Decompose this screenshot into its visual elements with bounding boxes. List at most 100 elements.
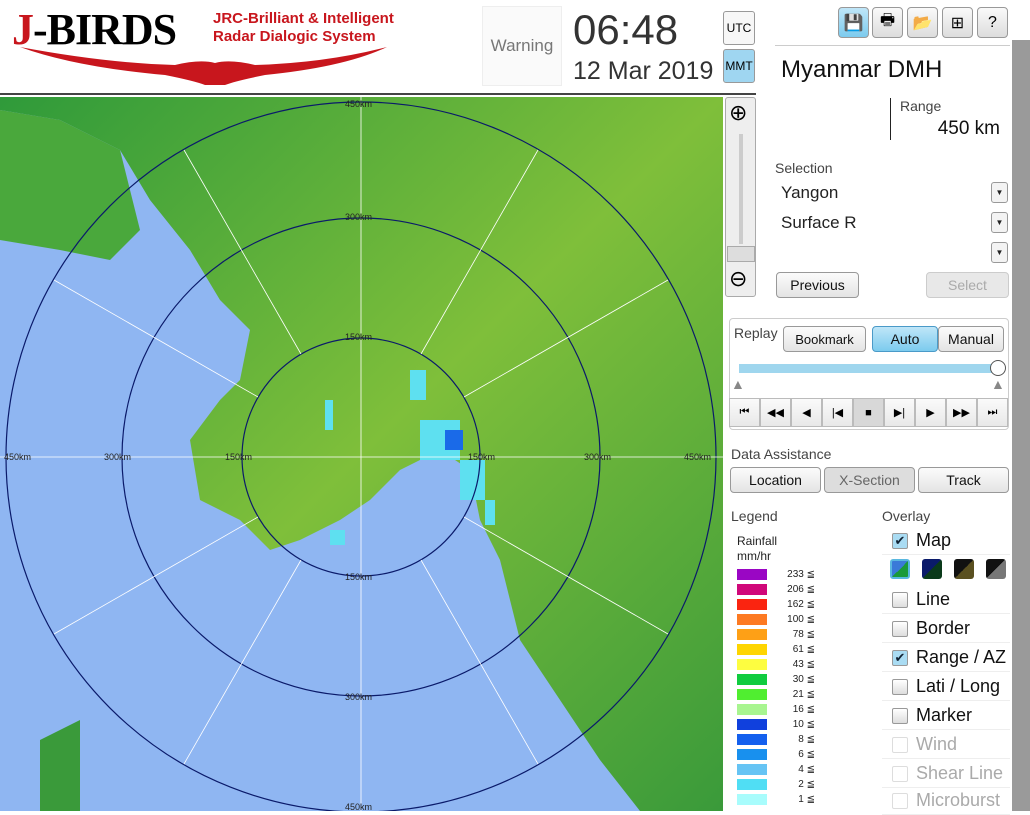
range-label-right-150: 150km: [468, 452, 495, 462]
zoom-in-icon[interactable]: ⊕: [729, 100, 748, 125]
legend-title: Rainfall mm/hr: [737, 534, 777, 564]
legend-swatch: [737, 764, 767, 775]
overlay-wind[interactable]: Wind: [882, 731, 1010, 759]
time-display: 06:48: [573, 6, 679, 53]
play-button[interactable]: ▶: [915, 398, 946, 427]
xsection-button[interactable]: X-Section: [824, 467, 915, 493]
legend-value: 6 ≦: [798, 749, 815, 760]
overlay-range-az[interactable]: ✔ Range / AZ: [882, 644, 1010, 672]
third-select[interactable]: ▼: [775, 239, 1010, 265]
legend-swatch: [737, 779, 767, 790]
rain-echoes: [325, 370, 495, 545]
zoom-slider-handle[interactable]: [727, 246, 755, 262]
checkbox[interactable]: ✔: [892, 532, 908, 549]
range-label-right-450: 450km: [684, 452, 711, 462]
island: [40, 720, 80, 811]
chevron-down-icon[interactable]: ▼: [991, 212, 1008, 233]
legend-swatch: [737, 569, 767, 580]
step-forward-button[interactable]: ▶|: [884, 398, 915, 427]
start-marker-icon[interactable]: ▲: [731, 376, 745, 392]
track-button[interactable]: Track: [918, 467, 1009, 493]
last-button[interactable]: ⏭: [977, 398, 1008, 427]
product-select[interactable]: Surface R ▼: [775, 209, 1010, 235]
legend-value: 10 ≦: [792, 719, 815, 730]
legend-value: 78 ≦: [792, 629, 815, 640]
map-style-gray[interactable]: [986, 559, 1006, 579]
stop-button[interactable]: ■: [853, 398, 884, 427]
overlay-line[interactable]: Line: [882, 586, 1010, 614]
checkbox[interactable]: [892, 792, 908, 809]
select-button[interactable]: Select: [926, 272, 1009, 298]
legend-swatch: [737, 614, 767, 625]
range-label-left-300: 300km: [104, 452, 131, 462]
checkbox[interactable]: [892, 707, 908, 724]
overlay-shear-line[interactable]: Shear Line: [882, 760, 1010, 788]
zoom-track[interactable]: [739, 134, 743, 244]
checkbox[interactable]: ✔: [892, 649, 908, 666]
rewind-button[interactable]: ◀: [791, 398, 822, 427]
checkbox[interactable]: [892, 765, 908, 782]
overlay-lati-long[interactable]: Lati / Long: [882, 673, 1010, 701]
add-window-button[interactable]: ⊞: [942, 7, 973, 38]
manual-button[interactable]: Manual: [938, 326, 1004, 352]
chevron-down-icon[interactable]: ▼: [991, 242, 1008, 263]
overlay-border[interactable]: Border: [882, 615, 1010, 643]
legend-value: 8 ≦: [798, 734, 815, 745]
overlay-map[interactable]: ✔ Map: [882, 527, 1010, 555]
radar-map[interactable]: 450km 300km 150km 150km 300km 450km 450k…: [0, 97, 723, 811]
checkbox[interactable]: [892, 736, 908, 753]
legend-value: 4 ≦: [798, 764, 815, 775]
utc-button[interactable]: UTC: [723, 11, 755, 45]
legend-swatch: [737, 629, 767, 640]
radar-select[interactable]: Yangon ▼: [775, 179, 1010, 205]
fast-rewind-button[interactable]: ◀◀: [760, 398, 791, 427]
legend-title-line1: Rainfall: [737, 534, 778, 548]
map-style-dark-blue[interactable]: [922, 559, 942, 579]
legend-value: 43 ≦: [792, 659, 815, 670]
first-button[interactable]: ⏮: [729, 398, 760, 427]
step-back-button[interactable]: |◀: [822, 398, 853, 427]
auto-button[interactable]: Auto: [872, 326, 938, 352]
zoom-control[interactable]: ⊕ ⊖: [725, 97, 756, 297]
fast-forward-button[interactable]: ▶▶: [946, 398, 977, 427]
print-button[interactable]: 🖶: [872, 7, 903, 38]
warning-panel[interactable]: Warning: [482, 6, 562, 86]
replay-timeline[interactable]: [739, 364, 999, 373]
legend-value: 233 ≦: [787, 569, 815, 580]
save-button[interactable]: 💾: [838, 7, 869, 38]
checkbox[interactable]: [892, 591, 908, 608]
panel-scrollbar[interactable]: [1012, 40, 1030, 811]
mmt-button[interactable]: MMT: [723, 49, 755, 83]
map-style-olive[interactable]: [954, 559, 974, 579]
bookmark-button[interactable]: Bookmark: [783, 326, 866, 352]
zoom-out-icon[interactable]: ⊖: [729, 266, 748, 291]
legend-swatch: [737, 659, 767, 670]
logo-rest: -BIRDS: [33, 5, 177, 54]
help-button[interactable]: ?: [977, 7, 1008, 38]
legend-value: 100 ≦: [787, 614, 815, 625]
eagle-logo-icon: [20, 47, 387, 85]
data-assistance-label: Data Assistance: [731, 446, 832, 462]
map-canvas[interactable]: 450km 300km 150km 150km 300km 450km 450k…: [0, 97, 723, 811]
range-label-top-300: 300km: [345, 212, 372, 222]
location-button[interactable]: Location: [730, 467, 821, 493]
overlay-marker[interactable]: Marker: [882, 702, 1010, 730]
replay-panel: [729, 318, 1009, 430]
logo-subtitle: JRC-Brilliant & Intelligent Radar Dialogi…: [213, 10, 394, 46]
previous-button[interactable]: Previous: [776, 272, 859, 298]
map-style-color[interactable]: [890, 559, 910, 579]
legend-value: 1 ≦: [798, 794, 815, 805]
replay-label: Replay: [734, 325, 778, 341]
replay-handle[interactable]: [990, 360, 1006, 376]
azimuth-lines: [0, 97, 723, 811]
checkbox[interactable]: [892, 620, 908, 637]
overlay-label-text: Lati / Long: [916, 676, 1001, 696]
folder-open-button[interactable]: 📂: [907, 7, 938, 38]
legend-value: 162 ≦: [787, 599, 815, 610]
legend-value: 30 ≦: [792, 674, 815, 685]
checkbox[interactable]: [892, 678, 908, 695]
chevron-down-icon[interactable]: ▼: [991, 182, 1008, 203]
range-label-top-150: 150km: [345, 332, 372, 342]
legend-swatch: [737, 734, 767, 745]
end-marker-icon[interactable]: ▲: [991, 376, 1005, 392]
